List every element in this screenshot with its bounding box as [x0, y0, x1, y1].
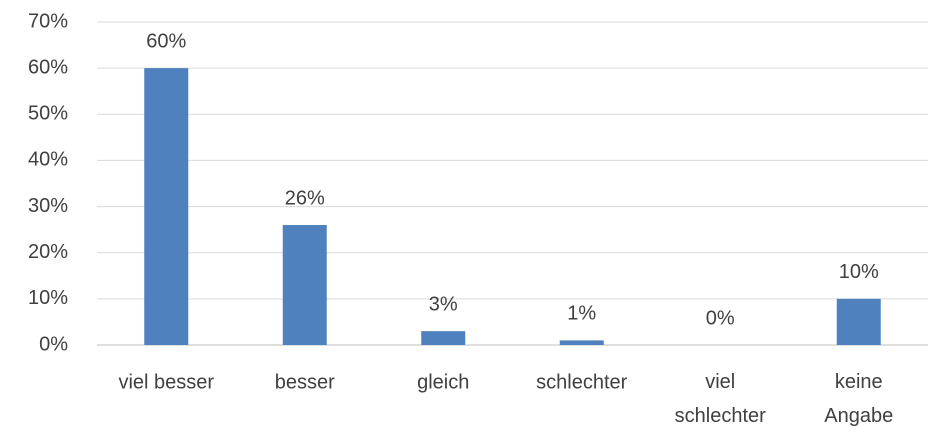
- bar: [836, 298, 881, 345]
- y-tick-label: 10%: [28, 287, 68, 309]
- x-tick-label: viel besser: [118, 371, 214, 393]
- y-tick-label: 20%: [28, 241, 68, 263]
- bar: [421, 331, 466, 345]
- bar: [559, 340, 604, 345]
- y-tick-label: 60%: [28, 56, 68, 78]
- x-tick-label: schlechter: [536, 371, 627, 393]
- data-label: 1%: [567, 303, 596, 325]
- y-tick-label: 30%: [28, 195, 68, 217]
- bar: [282, 225, 327, 345]
- bar: [144, 68, 189, 346]
- data-label: 26%: [285, 187, 325, 209]
- y-tick-label: 50%: [28, 103, 68, 125]
- data-label: 10%: [839, 261, 879, 283]
- data-label: 60%: [146, 30, 186, 52]
- y-tick-label: 0%: [39, 333, 68, 355]
- x-tick-label: keine Angabe: [824, 371, 893, 427]
- data-label: 3%: [429, 293, 458, 315]
- y-tick-label: 40%: [28, 149, 68, 171]
- x-tick-label: viel schlechter: [675, 371, 766, 427]
- data-label: 0%: [706, 307, 735, 329]
- x-tick-label: besser: [275, 371, 335, 393]
- x-tick-label: gleich: [417, 371, 469, 393]
- y-tick-label: 70%: [28, 10, 68, 32]
